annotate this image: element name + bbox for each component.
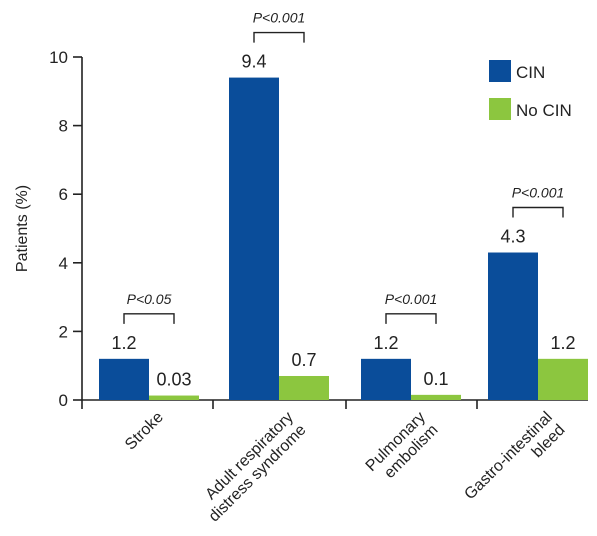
- y-tick-label: 0: [59, 391, 68, 410]
- legend-swatch-cin: [489, 60, 511, 82]
- legend-label: No CIN: [516, 101, 572, 120]
- y-axis-title: Patients (%): [14, 185, 31, 272]
- significance-bracket: [512, 206, 564, 218]
- category-label: Gastro-intestinalbleed: [461, 409, 568, 516]
- significance-bracket: [123, 313, 175, 324]
- value-label: 0.7: [291, 350, 316, 370]
- significance-bracket: [385, 313, 437, 324]
- y-tick-label: 6: [59, 185, 68, 204]
- y-tick-label: 2: [59, 322, 68, 341]
- category-label: Stroke: [122, 409, 167, 454]
- category-label: Pulmonaryembolism: [363, 409, 442, 488]
- bar-cin: [488, 252, 538, 400]
- bar-cin: [361, 358, 411, 400]
- value-label: 9.4: [241, 52, 266, 72]
- y-tick-label: 4: [59, 254, 68, 273]
- legend: CIN No CIN: [489, 60, 572, 120]
- bars: [99, 77, 588, 400]
- significance-bracket: [253, 31, 305, 43]
- value-label: 4.3: [500, 227, 525, 247]
- legend-swatch-no-cin: [489, 98, 511, 120]
- bar-cin: [229, 77, 279, 400]
- y-tick-label: 10: [49, 48, 68, 67]
- value-label: 0.03: [156, 370, 191, 390]
- value-label: 1.2: [373, 333, 398, 353]
- bar-no-cin: [411, 394, 461, 400]
- bar-cin: [99, 358, 149, 400]
- y-tick-label: 8: [59, 117, 68, 136]
- category-label-line: Stroke: [122, 409, 167, 454]
- legend-label: CIN: [516, 63, 545, 82]
- p-value-label: P<0.001: [512, 185, 565, 201]
- category-label: Adult respiratorydistress syndrome: [193, 409, 310, 526]
- value-label: 1.2: [550, 333, 575, 353]
- p-value-label: P<0.001: [385, 291, 438, 307]
- bar-no-cin: [538, 358, 588, 400]
- value-label: 0.1: [423, 369, 448, 389]
- value-label: 1.2: [111, 333, 136, 353]
- p-value-label: P<0.001: [253, 10, 306, 26]
- bar-no-cin: [149, 395, 199, 400]
- p-value-label: P<0.05: [127, 291, 172, 307]
- bar-no-cin: [279, 375, 329, 400]
